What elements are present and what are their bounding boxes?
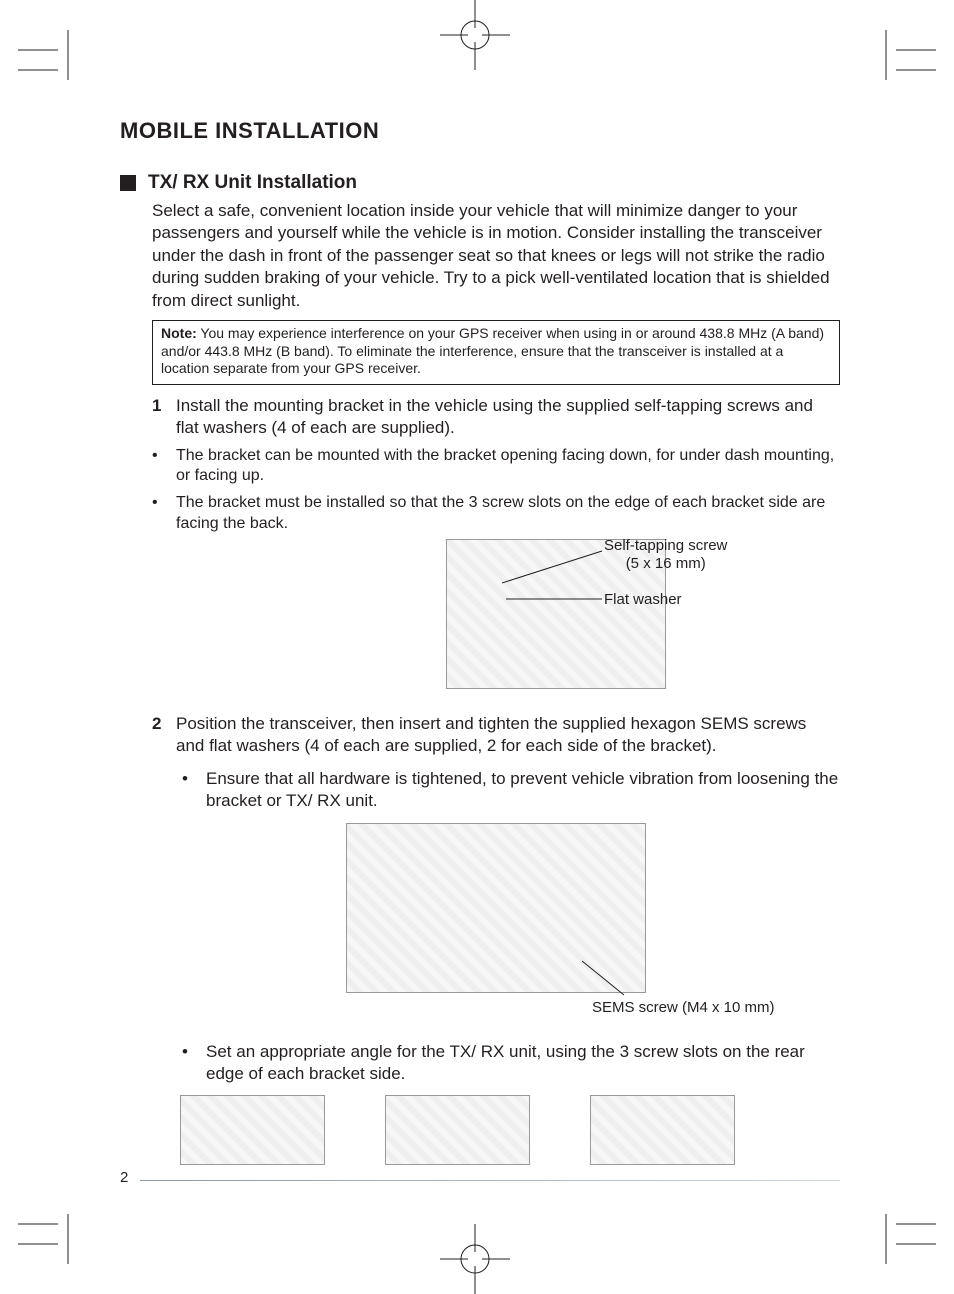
callout-line-icon (582, 953, 642, 1003)
step-1: 1Install the mounting bracket in the veh… (152, 395, 840, 440)
bullet-dot-icon: • (152, 493, 176, 535)
bullet-dot-icon: • (182, 1041, 206, 1086)
bullet-text: The bracket can be mounted with the brac… (176, 446, 840, 488)
step1-bullet-2: • The bracket must be installed so that … (152, 493, 840, 535)
step-text: Position the transceiver, then insert an… (176, 713, 836, 758)
angle-diagram-3 (590, 1095, 735, 1165)
section-heading-row: TX/ RX Unit Installation (120, 172, 840, 194)
step2-bullet-1: • Ensure that all hardware is tightened,… (182, 768, 840, 813)
callout-flat-washer: Flat washer (604, 591, 682, 609)
angle-diagram-1 (180, 1095, 325, 1165)
step-2: 2Position the transceiver, then insert a… (152, 713, 840, 758)
angle-diagram-2 (385, 1095, 530, 1165)
angle-figure-row (180, 1095, 840, 1165)
page-heading: MOBILE INSTALLATION (120, 118, 840, 144)
bullet-dot-icon: • (182, 768, 206, 813)
page-number: 2 (120, 1169, 128, 1186)
bullet-text: Ensure that all hardware is tightened, t… (206, 768, 840, 813)
callout-line2: (5 x 16 mm) (604, 555, 727, 573)
figure-transceiver: SEMS screw (M4 x 10 mm) (152, 823, 840, 1023)
figure-bracket: Self-tapping screw (5 x 16 mm) Flat wash… (152, 539, 840, 699)
section-heading: TX/ RX Unit Installation (148, 172, 357, 194)
bullet-text: Set an appropriate angle for the TX/ RX … (206, 1041, 840, 1086)
step-number: 1 (152, 395, 176, 417)
step2-bullet-2: • Set an appropriate angle for the TX/ R… (182, 1041, 840, 1086)
step-number: 2 (152, 713, 176, 735)
callout-sems-screw: SEMS screw (M4 x 10 mm) (592, 999, 775, 1017)
bullet-text: The bracket must be installed so that th… (176, 493, 840, 535)
step-text: Install the mounting bracket in the vehi… (176, 395, 836, 440)
footer-rule (140, 1180, 840, 1181)
bullet-dot-icon: • (152, 446, 176, 488)
note-box: Note: You may experience interference on… (152, 320, 840, 385)
square-bullet-icon (120, 175, 136, 191)
step1-bullet-1: • The bracket can be mounted with the br… (152, 446, 840, 488)
intro-paragraph: Select a safe, convenient location insid… (152, 200, 840, 312)
note-label: Note: (161, 325, 197, 341)
callout-line1: Self-tapping screw (604, 537, 727, 555)
page-content: MOBILE INSTALLATION TX/ RX Unit Installa… (120, 118, 840, 1165)
callout-self-tapping: Self-tapping screw (5 x 16 mm) (604, 537, 727, 573)
note-text: You may experience interference on your … (161, 325, 824, 376)
